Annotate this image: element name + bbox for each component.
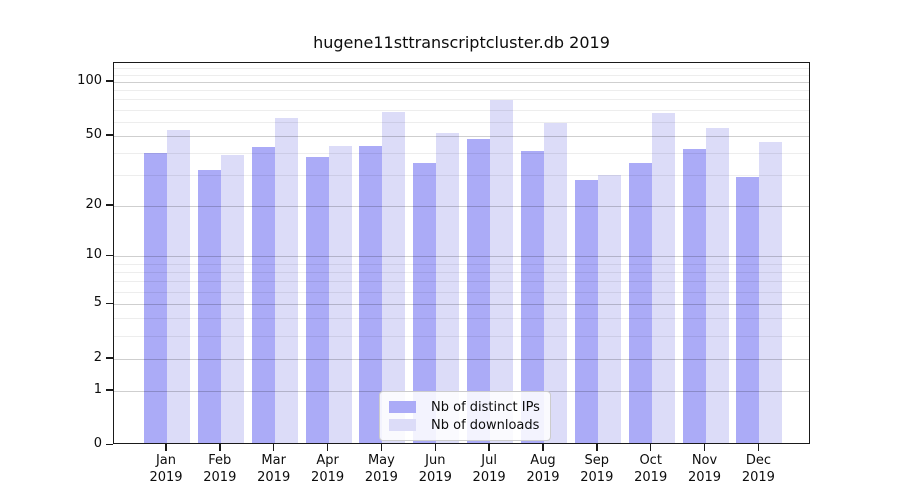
ytick-label-50: 50 — [85, 126, 102, 142]
bar-downloads-aug — [543, 122, 567, 443]
xtick-label-aug: Aug 2019 — [526, 453, 560, 485]
gridline-minor-6 — [114, 291, 809, 293]
bar-downloads-dec — [759, 142, 783, 443]
ytick-mark-50 — [106, 134, 113, 136]
gridline-100 — [114, 81, 809, 83]
xtick-mark-aug — [542, 444, 544, 451]
gridline-minor-90 — [114, 90, 809, 92]
xtick-label-may: May 2019 — [364, 453, 398, 485]
legend-row-distinct-ips: Nb of distinct IPs — [389, 398, 540, 416]
gridline-2 — [114, 358, 809, 360]
gridline-minor-60 — [114, 121, 809, 123]
gridline-minor-8 — [114, 272, 809, 274]
bar-ips-sep — [574, 180, 598, 443]
xtick-label-sep: Sep 2019 — [580, 453, 614, 485]
ytick-label-2: 2 — [93, 349, 102, 365]
xtick-label-oct: Oct 2019 — [634, 453, 668, 485]
gridline-minor-9 — [114, 263, 809, 265]
plot-area: Nb of distinct IPs Nb of downloads — [113, 62, 810, 444]
gridline-minor-40 — [114, 152, 809, 154]
bar-downloads-jan — [167, 129, 190, 443]
gridline-minor-4 — [114, 318, 809, 320]
ytick-mark-2 — [106, 357, 113, 359]
legend: Nb of distinct IPs Nb of downloads — [379, 391, 551, 441]
bar-downloads-apr — [328, 145, 352, 443]
xtick-label-feb: Feb 2019 — [203, 453, 237, 485]
xtick-mark-nov — [703, 444, 706, 451]
ytick-mark-5 — [106, 302, 113, 304]
bar-downloads-nov — [705, 128, 729, 443]
ytick-mark-100 — [106, 80, 113, 82]
gridline-minor-30 — [114, 174, 809, 176]
ytick-label-10: 10 — [85, 247, 102, 263]
gridline-minor-80 — [114, 99, 809, 101]
bar-ips-mar — [251, 147, 275, 443]
gridline-50 — [114, 135, 809, 137]
gridline-10 — [114, 256, 809, 258]
xtick-mark-apr — [326, 444, 329, 451]
bar-ips-jul — [467, 138, 491, 443]
bar-downloads-jul — [490, 100, 514, 443]
bar-ips-nov — [682, 149, 706, 443]
xtick-mark-dec — [757, 444, 760, 451]
xtick-mark-may — [380, 444, 383, 451]
gridline-minor-7 — [114, 281, 809, 283]
bar-ips-oct — [628, 163, 652, 443]
gridline-minor-120 — [114, 67, 809, 69]
ytick-label-1: 1 — [93, 381, 102, 397]
chart-title: hugene11sttranscriptcluster.db 2019 — [313, 33, 610, 52]
xtick-mark-jan — [165, 444, 167, 451]
ytick-mark-1 — [106, 389, 113, 391]
xtick-label-jan: Jan 2019 — [149, 453, 183, 485]
bar-ips-aug — [520, 151, 544, 443]
xtick-mark-sep — [596, 444, 598, 451]
bar-ips-may — [359, 145, 383, 443]
gridline-5 — [114, 304, 809, 305]
legend-swatch-distinct-ips-icon — [389, 401, 416, 413]
bar-ips-jan — [144, 152, 167, 443]
bars-layer — [114, 63, 809, 443]
bar-ips-dec — [736, 177, 760, 443]
bar-downloads-sep — [597, 174, 621, 443]
bar-ips-feb — [197, 169, 221, 443]
gridline-minor-3 — [114, 335, 809, 337]
gridlines — [114, 63, 809, 443]
gridline-20 — [114, 205, 809, 207]
bar-downloads-jun — [436, 132, 460, 443]
xtick-mark-jun — [434, 444, 436, 451]
ytick-label-20: 20 — [85, 196, 102, 212]
xtick-label-dec: Dec 2019 — [741, 453, 775, 485]
bar-downloads-mar — [274, 117, 298, 443]
gridline-minor-70 — [114, 109, 809, 111]
bar-downloads-oct — [651, 113, 675, 443]
xtick-label-apr: Apr 2019 — [311, 453, 345, 485]
bar-ips-jun — [413, 163, 437, 443]
legend-label-distinct-ips: Nb of distinct IPs — [431, 399, 540, 415]
xtick-mark-jul — [488, 444, 490, 451]
ytick-mark-20 — [106, 204, 113, 206]
xtick-label-nov: Nov 2019 — [687, 453, 722, 485]
bar-downloads-feb — [220, 154, 244, 443]
xtick-mark-oct — [649, 444, 652, 451]
xtick-label-jul: Jul 2019 — [472, 453, 506, 485]
xtick-mark-mar — [272, 444, 275, 451]
ytick-label-100: 100 — [77, 72, 102, 88]
legend-label-downloads: Nb of downloads — [431, 417, 540, 433]
xtick-label-jun: Jun 2019 — [418, 453, 452, 485]
legend-row-downloads: Nb of downloads — [389, 416, 540, 434]
xtick-label-mar: Mar 2019 — [257, 453, 291, 485]
xtick-mark-feb — [219, 444, 221, 451]
bar-downloads-may — [382, 111, 406, 443]
bar-ips-apr — [305, 156, 329, 443]
legend-swatch-downloads-icon — [389, 419, 416, 431]
ytick-mark-0 — [106, 443, 113, 445]
gridline-minor-110 — [114, 74, 809, 76]
ytick-mark-10 — [106, 254, 113, 257]
ytick-label-5: 5 — [93, 295, 102, 310]
ytick-label-0: 0 — [93, 436, 102, 451]
